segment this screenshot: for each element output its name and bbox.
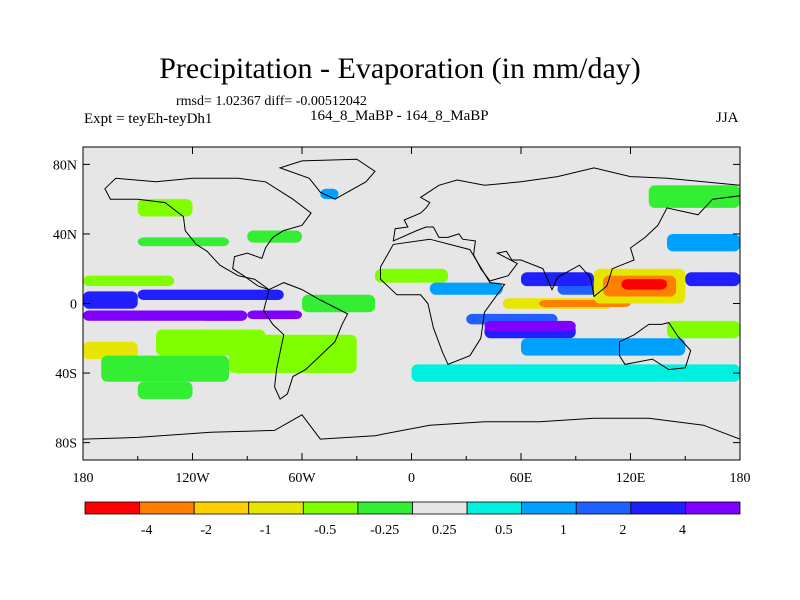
- field-region-0: [83, 291, 138, 309]
- field-region-1: [137, 289, 284, 301]
- coastline-eurasia: [392, 167, 740, 298]
- x-tick-label: 120E: [616, 471, 646, 486]
- colorbar-swatch: [630, 501, 686, 515]
- stats-line: rmsd= 1.02367 diff= -0.00512042: [176, 94, 367, 109]
- land-outlines: [83, 158, 740, 460]
- season-label: JJA: [716, 110, 739, 126]
- colorbar-label: -0.25: [370, 523, 399, 538]
- field-region-9: [101, 355, 229, 382]
- x-tick-label: 60W: [288, 471, 316, 486]
- field-region-18: [484, 320, 576, 332]
- colorbar-swatch: [139, 501, 195, 515]
- colorbar-swatch: [248, 501, 304, 515]
- colorbar-label: 4: [679, 523, 686, 538]
- coastline-south-america: [263, 282, 349, 400]
- field-region-10: [137, 381, 193, 400]
- x-tick-label: 180: [730, 471, 751, 486]
- y-tick-label: 40S: [55, 367, 77, 382]
- plot-title: Precipitation - Evaporation (in mm/day): [159, 52, 641, 85]
- field-region-25: [621, 279, 667, 290]
- field-region-32: [137, 199, 193, 217]
- field-region-31: [648, 185, 740, 208]
- field-region-2: [83, 310, 248, 321]
- colorbar-label: 1: [560, 523, 567, 538]
- axes: 180 120W 60W 0 60E 120E 180 80N 40N 0 40S 80S: [53, 147, 751, 486]
- coastline-north-america: [104, 177, 312, 291]
- colorbar-label: -4: [141, 523, 153, 538]
- colorbar-swatch: [84, 501, 140, 515]
- colorbar-swatch: [412, 501, 468, 515]
- field-region-29: [685, 272, 740, 287]
- colorbar: -4 -2 -1 -0.5 -0.25 0.25 0.5 1 2 4: [84, 501, 741, 538]
- coastline-greenland: [278, 158, 376, 200]
- field-region-33: [320, 188, 339, 200]
- colorbar-swatch: [193, 501, 250, 515]
- coastline-australia: [619, 322, 692, 371]
- colorbar-label: -2: [200, 523, 212, 538]
- field-region-15: [302, 294, 375, 313]
- colorbar-swatch: [685, 501, 741, 515]
- field-region-26: [521, 338, 686, 356]
- x-tick-label: 180: [73, 471, 94, 486]
- colorbar-swatch: [521, 501, 577, 515]
- field-region-3: [247, 310, 302, 320]
- case-label: 164_8_MaBP - 164_8_MaBP: [310, 108, 489, 124]
- field-region-8: [229, 334, 357, 374]
- field-region-4: [83, 320, 211, 328]
- colorbar-swatch: [357, 501, 413, 515]
- field-region-27: [411, 364, 740, 382]
- field-region-30: [667, 233, 740, 252]
- colorbar-label: 2: [619, 523, 626, 538]
- y-tick-label: 0: [70, 298, 77, 313]
- field-region-22: [521, 272, 594, 287]
- coastline-africa: [380, 238, 506, 366]
- x-tick-label: 60E: [510, 471, 533, 486]
- field-region-14: [429, 282, 503, 295]
- field-region-13: [375, 268, 448, 283]
- colorbar-swatch: [302, 501, 359, 515]
- field-region-11: [137, 237, 229, 247]
- experiment-label: Expt = teyEh-teyDh1: [84, 111, 213, 127]
- coastline-antarctica: [83, 414, 740, 460]
- colorbar-swatch: [575, 501, 632, 515]
- colorbar-label: -1: [260, 523, 272, 538]
- field-region-28: [667, 320, 740, 339]
- y-tick-label: 80N: [53, 158, 77, 173]
- colorbar-swatch: [466, 501, 523, 515]
- y-tick-label: 80S: [55, 437, 77, 452]
- x-tick-label: 0: [408, 471, 415, 486]
- field-regions: [83, 185, 740, 400]
- x-tick-label: 120W: [175, 471, 210, 486]
- colorbar-label: 0.5: [495, 523, 513, 538]
- field-region-5: [83, 275, 175, 287]
- colorbar-label: -0.5: [314, 523, 336, 538]
- field-region-7: [83, 341, 138, 360]
- y-tick-label: 40N: [53, 228, 77, 243]
- colorbar-label: 0.25: [432, 523, 457, 538]
